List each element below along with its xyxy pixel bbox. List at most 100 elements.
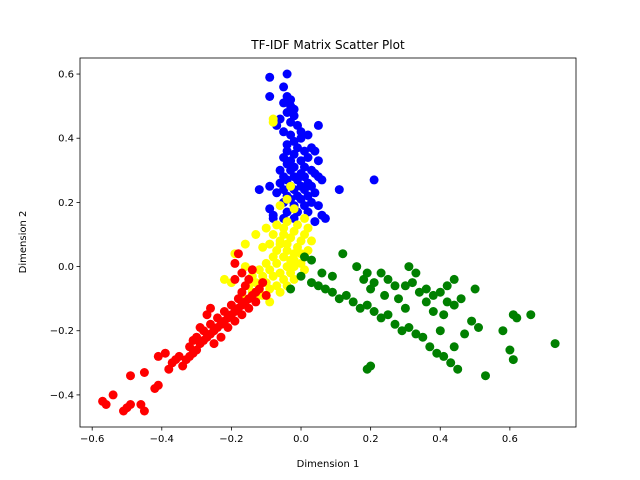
scatter-point xyxy=(139,368,149,377)
scatter-point xyxy=(470,284,480,294)
plot-frame xyxy=(79,57,577,428)
scatter-point xyxy=(261,223,271,233)
x-tick-label: 0.2 xyxy=(363,434,379,445)
scatter-point xyxy=(282,108,292,117)
scatter-point xyxy=(296,127,306,137)
scatter-point xyxy=(407,278,417,288)
scatter-point xyxy=(279,252,289,262)
scatter-point xyxy=(442,297,452,307)
scatter-point xyxy=(317,268,327,278)
scatter-point xyxy=(286,284,296,294)
scatter-point xyxy=(362,364,372,374)
y-tick-label: 0.4 xyxy=(58,134,74,145)
scatter-point xyxy=(421,284,431,294)
scatter-point xyxy=(233,249,243,259)
scatter-point xyxy=(526,310,536,320)
scatter-point xyxy=(369,175,379,185)
scatter-point xyxy=(282,239,292,249)
scatter-point xyxy=(265,181,275,191)
scatter-point xyxy=(446,358,456,368)
y-tick-label: −0.4 xyxy=(50,390,74,401)
scatter-point xyxy=(275,201,285,211)
scatter-point xyxy=(268,271,278,281)
scatter-point xyxy=(359,274,369,284)
scatter-point xyxy=(303,130,313,140)
scatter-point xyxy=(435,287,445,297)
scatter-point xyxy=(313,120,323,130)
scatter-point xyxy=(296,133,306,143)
scatter-point xyxy=(268,114,278,124)
scatter-point xyxy=(240,239,250,249)
x-tick-label: −0.4 xyxy=(150,434,174,445)
y-tick-label: 0.6 xyxy=(58,70,74,81)
y-tick-label: 0.2 xyxy=(58,198,74,209)
scatter-point xyxy=(174,351,184,361)
x-axis-ticks: −0.6 −0.4 −0.2 0.0 0.2 0.4 0.6 xyxy=(80,427,518,445)
scatter-point xyxy=(101,400,111,409)
scatter-point xyxy=(261,290,271,300)
scatter-point xyxy=(310,217,320,227)
scatter-point xyxy=(272,258,282,268)
scatter-point xyxy=(341,290,351,300)
scatter-point xyxy=(404,323,414,332)
scatter-point xyxy=(289,274,299,284)
scatter-point xyxy=(195,323,205,332)
scatter-point xyxy=(279,82,289,92)
scatter-point xyxy=(428,307,438,316)
y-tick-label: 0.0 xyxy=(58,262,74,273)
scatter-point xyxy=(230,274,240,284)
scatter-point xyxy=(449,300,459,310)
scatter-point xyxy=(289,104,299,114)
scatter-point xyxy=(251,297,261,307)
scatter-point xyxy=(275,239,285,249)
scatter-point xyxy=(300,213,309,223)
scatter-point xyxy=(414,287,424,297)
scatter-point xyxy=(254,185,264,195)
scatter-point xyxy=(251,230,261,239)
scatter-point xyxy=(512,313,522,323)
chart-title: TF-IDF Matrix Scatter Plot xyxy=(250,38,405,52)
scatter-point xyxy=(508,355,518,365)
scatter-point xyxy=(404,262,414,272)
scatter-point xyxy=(474,323,483,332)
scatter-point xyxy=(108,390,118,400)
scatter-point xyxy=(268,230,278,239)
scatter-point xyxy=(390,281,400,291)
scatter-point xyxy=(219,307,229,316)
scatter-point xyxy=(307,236,316,246)
scatter-point xyxy=(258,242,268,252)
scatter-point xyxy=(247,265,257,275)
scatter-point xyxy=(153,380,163,390)
scatter-point xyxy=(289,111,299,121)
scatter-point xyxy=(265,239,275,249)
scatter-point xyxy=(313,201,323,211)
scatter-point xyxy=(289,204,299,214)
scatter-point xyxy=(355,303,365,313)
y-axis-label: Dimension 2 xyxy=(18,211,29,274)
scatter-point xyxy=(460,329,470,339)
scatter-point xyxy=(310,188,320,198)
scatter-point xyxy=(279,223,289,233)
scatter-point xyxy=(307,197,316,207)
scatter-point xyxy=(237,310,247,320)
scatter-point xyxy=(383,310,393,320)
scatter-point xyxy=(139,406,149,416)
scatter-point xyxy=(216,332,226,342)
scatter-point xyxy=(126,371,135,381)
scatter-point xyxy=(327,287,337,297)
scatter-point xyxy=(244,274,254,284)
scatter-point xyxy=(226,300,236,310)
scatter-point xyxy=(449,274,459,284)
scatter-point xyxy=(442,281,452,291)
points-layer xyxy=(98,69,560,416)
scatter-point xyxy=(286,181,296,191)
scatter-point xyxy=(352,262,362,272)
scatter-point xyxy=(272,220,282,230)
scatter-point xyxy=(296,271,306,281)
scatter-point xyxy=(397,326,407,336)
scatter-point xyxy=(300,252,309,262)
scatter-point xyxy=(313,156,323,166)
scatter-point xyxy=(338,249,348,259)
